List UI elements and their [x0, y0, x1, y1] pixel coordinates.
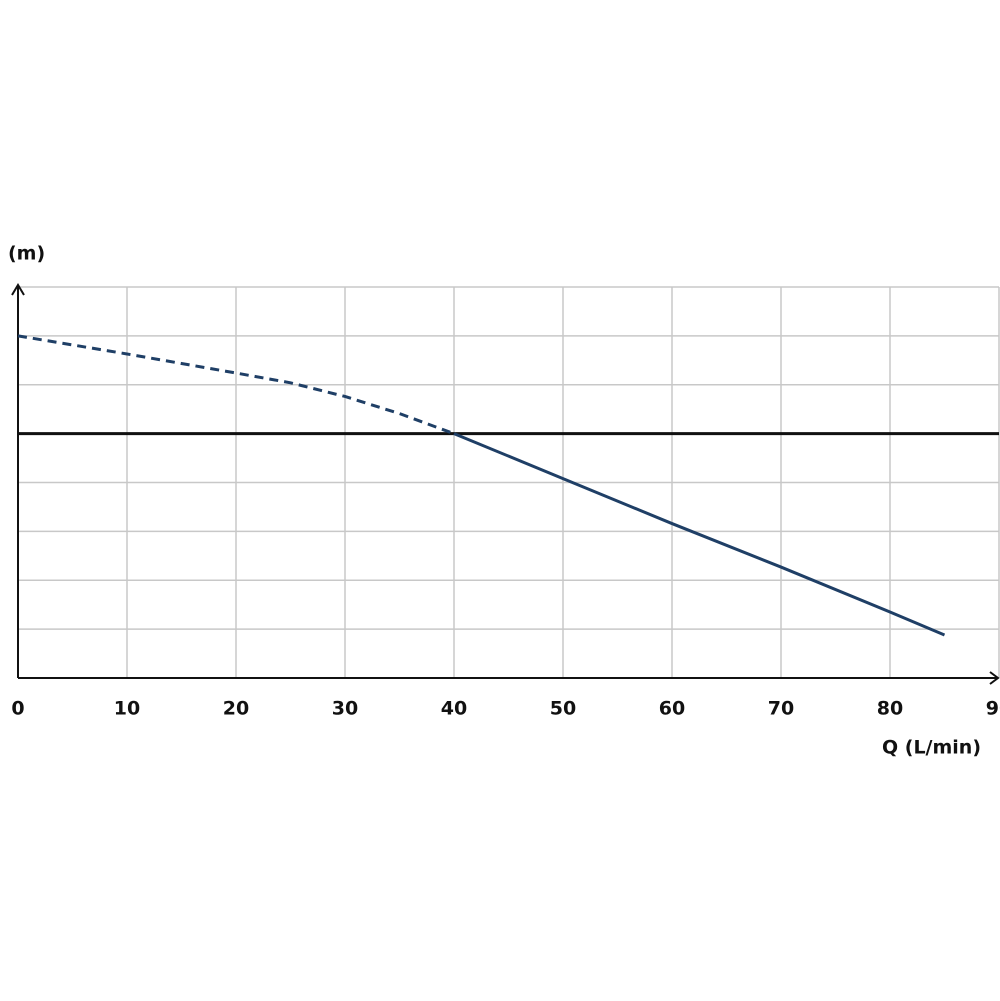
y-axis-label: (m) — [8, 243, 45, 265]
x-tick-label: 80 — [877, 698, 903, 720]
y-axis-arrow — [11, 283, 25, 296]
x-tick-label: 60 — [659, 698, 685, 720]
x-axis-arrow — [989, 671, 1000, 685]
x-tick-label: 40 — [441, 698, 467, 720]
x-tick-label: 30 — [332, 698, 358, 720]
x-axis-label: Q (L/min) — [882, 737, 981, 759]
curve — [17, 334, 455, 436]
x-tick-label: 0 — [11, 698, 24, 720]
x-tick-label: 90 — [986, 698, 1000, 720]
curve — [453, 432, 946, 637]
x-tick-label: 20 — [223, 698, 249, 720]
x-tick-label: 50 — [550, 698, 576, 720]
x-tick-label: 70 — [768, 698, 794, 720]
x-tick-label: 10 — [114, 698, 140, 720]
